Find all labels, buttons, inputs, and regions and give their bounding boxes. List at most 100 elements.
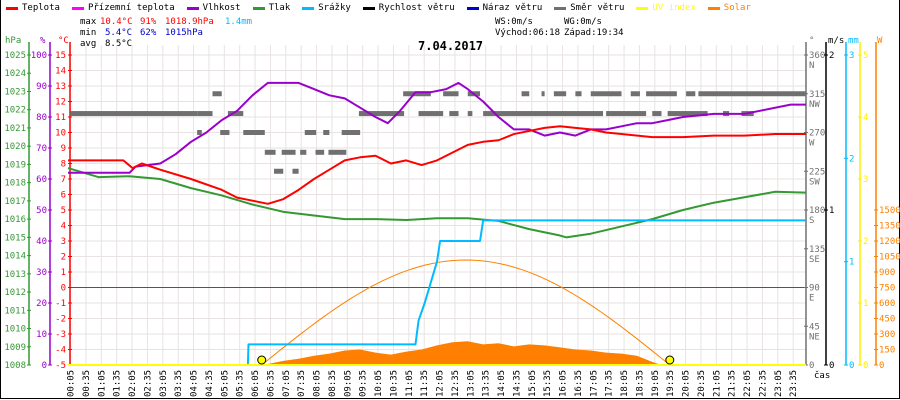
direction-direction-label: W: [809, 139, 815, 149]
solar-tick-label: 300: [879, 330, 895, 340]
wind-direction-bar: [449, 111, 459, 117]
humidity-tick-label: 70: [36, 144, 47, 154]
legend-swatch: [362, 6, 375, 10]
humidity-tick-label: 30: [36, 268, 47, 278]
legend-label: Teplota: [22, 3, 60, 13]
temperature-axis-title: °C: [58, 36, 69, 46]
time-tick-label: 00:05: [67, 370, 77, 397]
wind-direction-bar: [646, 91, 677, 97]
time-tick-label: 06:35: [266, 370, 276, 397]
solar-tick-label: 1200: [879, 237, 900, 247]
humidity-tick-label: 100: [31, 51, 47, 61]
direction-tick-label: 225: [809, 167, 825, 177]
time-tick-label: 12:35: [451, 370, 461, 397]
wind-tick-label: 1: [829, 206, 834, 216]
wind-direction-bar: [443, 91, 459, 97]
time-tick-label: 19:35: [666, 370, 676, 397]
pressure-line: [67, 167, 807, 239]
pressure-tick-label: 1015: [4, 233, 26, 243]
solar-tick-label: 750: [879, 284, 895, 294]
rain-tick-label: 3: [849, 51, 854, 61]
legend-item: Srážky: [302, 3, 351, 13]
legend-label: Solar: [723, 3, 751, 13]
pressure-tick-label: 1009: [4, 343, 26, 353]
legend-swatch: [252, 6, 265, 10]
direction-axis-title: °: [809, 36, 814, 46]
wind-direction-bar: [553, 91, 567, 97]
stats-avg-temp: 8.5°C: [105, 39, 133, 49]
pressure-tick-label: 1018: [4, 179, 26, 189]
temperature-tick-label: 15: [55, 51, 66, 61]
time-tick-label: 04:05: [190, 370, 200, 397]
temperature-tick-label: 11: [55, 113, 66, 123]
stats-wind-speed: WS:0m/s: [495, 17, 533, 27]
wind-direction-bar: [300, 149, 307, 155]
temperature-tick-label: -3: [55, 330, 66, 340]
wind-direction-bar: [292, 168, 299, 174]
time-tick-label: 17:35: [605, 370, 615, 397]
legend-label: Směr větru: [570, 3, 625, 13]
stats-min-label: min: [80, 28, 97, 38]
direction-tick-label: 360: [809, 51, 825, 61]
time-tick-label: 00:35: [82, 370, 92, 397]
sunrise-marker: [257, 355, 267, 365]
wind-direction-bar: [606, 111, 647, 117]
pressure-tick-label: 1010: [4, 325, 26, 335]
x-axis-title: čas: [814, 370, 830, 381]
wind-direction-bar: [467, 111, 473, 117]
temperature-tick-label: 10: [55, 129, 66, 139]
wind-direction-bar: [521, 91, 530, 97]
stats-max-rain: 1.4mm: [225, 17, 253, 27]
rain-tick-label: 1: [849, 258, 854, 268]
time-tick-label: 07:35: [297, 370, 307, 397]
wind-direction-bar: [686, 91, 696, 97]
temperature-tick-label: 8: [61, 160, 66, 170]
solar-tick-label: 450: [879, 315, 895, 325]
wind-direction-bar: [197, 130, 202, 135]
time-tick-label: 01:05: [97, 370, 107, 397]
legend-item: Přízemní teplota: [71, 3, 175, 13]
time-tick-label: 16:35: [574, 370, 584, 397]
pressure-tick-label: 1012: [4, 288, 26, 298]
time-tick-label: 03:05: [159, 370, 169, 397]
legend-item: Rychlost větru: [362, 3, 455, 13]
legend-item: Tlak: [252, 3, 290, 13]
legend-label: Srážky: [318, 3, 351, 13]
legend-swatch: [466, 6, 479, 10]
stats-wind-gust: WG:0m/s: [564, 17, 602, 27]
time-tick-label: 23:35: [789, 370, 799, 397]
pressure-tick-label: 1014: [4, 252, 26, 262]
sunset-marker: [665, 355, 675, 365]
wind-direction-bar: [575, 91, 582, 97]
time-tick-label: 22:35: [758, 370, 768, 397]
temperature-tick-label: -4: [55, 346, 66, 356]
humidity-line: [68, 81, 806, 174]
uv-tick-label: 0: [863, 361, 868, 371]
pressure-tick-label: 1013: [4, 270, 26, 280]
temperature-tick-label: 0: [61, 284, 66, 294]
temperature-tick-label: 5: [61, 206, 66, 216]
legend-label: Rychlost větru: [378, 3, 455, 13]
wind-direction-bar: [358, 111, 405, 117]
pressure-axis-title: hPa: [5, 36, 21, 46]
temperature-tick-label: 12: [55, 98, 66, 108]
legend-swatch: [302, 6, 315, 10]
time-tick-label: 09:35: [359, 370, 369, 397]
pressure-tick-label: 1011: [4, 306, 26, 316]
wind-direction-bar: [341, 130, 361, 135]
temperature-tick-label: 3: [61, 237, 66, 247]
legend-swatch: [186, 6, 199, 10]
wind-direction-bar: [328, 149, 347, 155]
temperature-tick-label: 1: [61, 268, 66, 278]
time-tick-label: 05:35: [236, 370, 246, 397]
legend-item: UV index: [636, 3, 696, 13]
wind-direction-bar: [310, 130, 317, 135]
pressure-tick-label: 1016: [4, 215, 26, 225]
legend-item: Náraz větru: [466, 3, 542, 13]
temperature-line: [68, 125, 806, 205]
legend-label: Přízemní teplota: [87, 3, 175, 13]
chart-title: 7.04.2017: [418, 39, 484, 53]
temperature-tick-label: 13: [55, 82, 66, 92]
solar-max-line: [261, 259, 671, 366]
time-tick-label: 18:35: [635, 370, 645, 397]
